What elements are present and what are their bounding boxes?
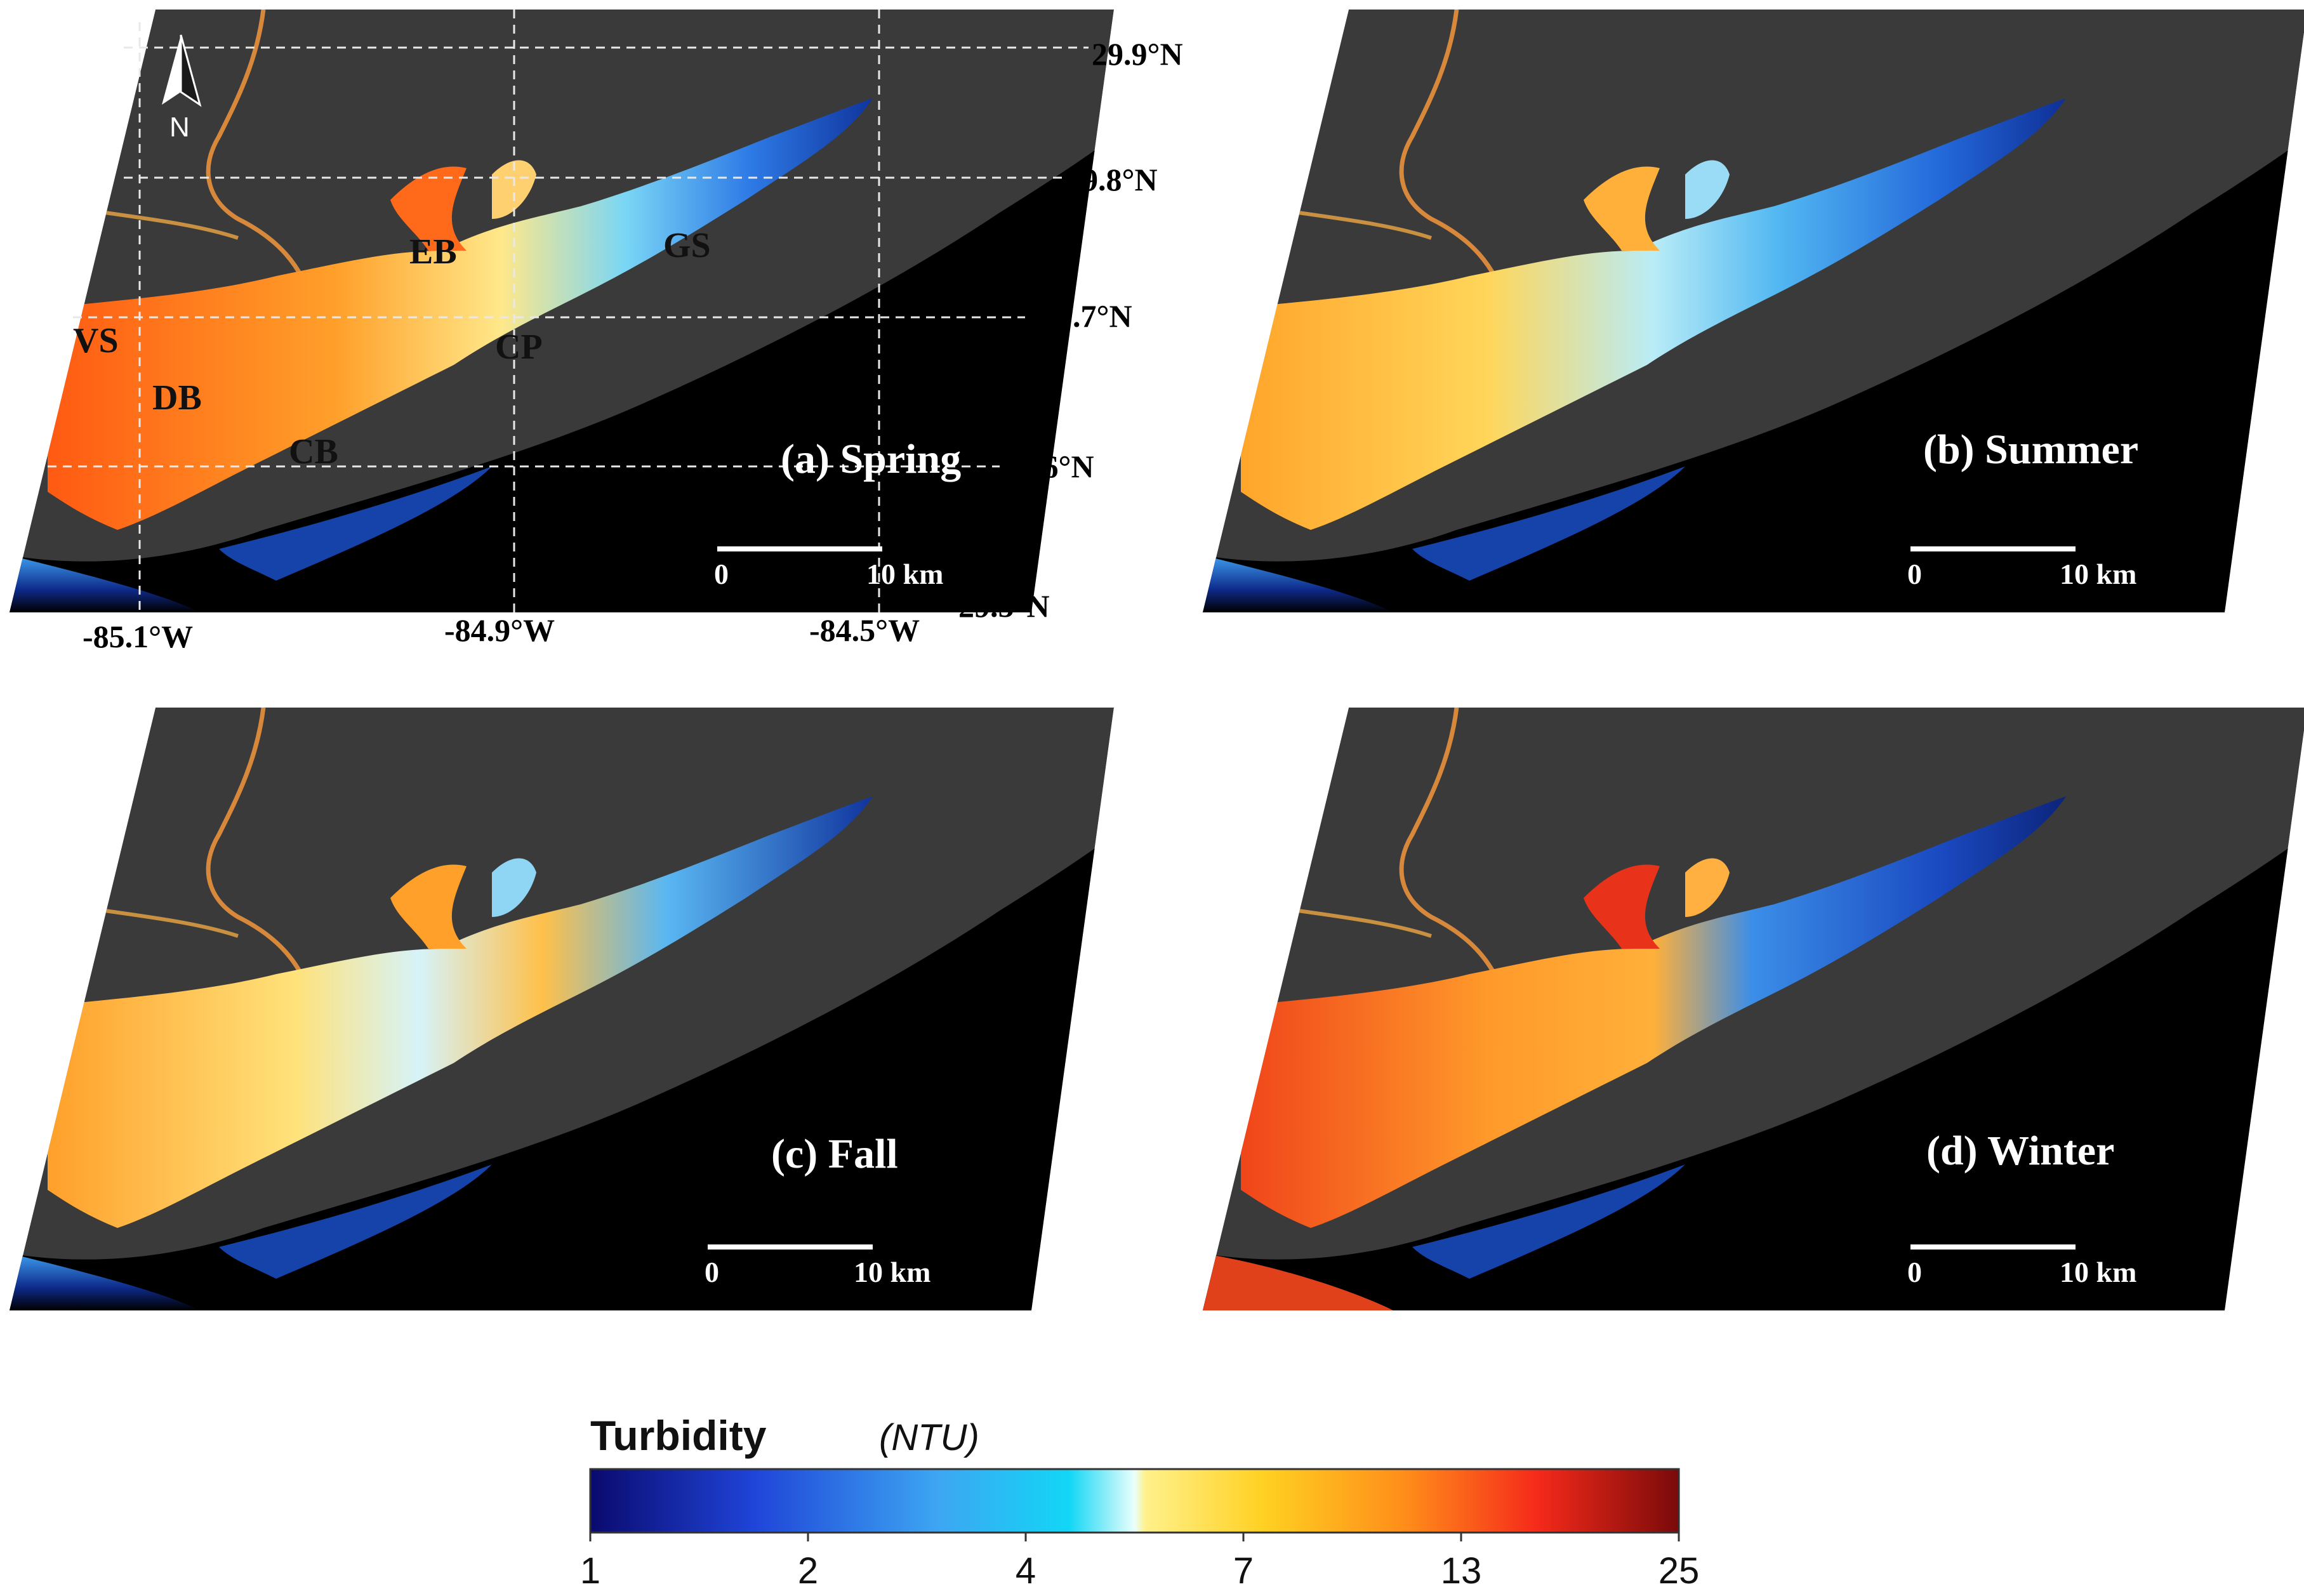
site-label-eb: EB bbox=[409, 232, 457, 272]
colorbar-ticks: 1 2 4 7 13 25 bbox=[580, 1533, 1699, 1592]
colorbar-tick-label: 2 bbox=[798, 1550, 818, 1592]
site-label-cp: CP bbox=[495, 327, 543, 367]
north-label: N bbox=[169, 112, 190, 143]
scale-start: 0 bbox=[705, 1256, 719, 1288]
scale-start: 0 bbox=[714, 558, 729, 590]
colorbar-tick-label: 7 bbox=[1233, 1550, 1254, 1592]
scale-start: 0 bbox=[1907, 1256, 1922, 1288]
lat-label-29-9: 29.9°N bbox=[1092, 36, 1183, 72]
scale-end: 10 km bbox=[2060, 1256, 2136, 1288]
scale-end: 10 km bbox=[866, 558, 943, 590]
scale-bar: 0 10 km bbox=[1907, 546, 2136, 590]
lon-label-84-5: -84.5°W bbox=[809, 612, 920, 648]
lat-label-29-6: 29.6°N bbox=[1003, 449, 1094, 484]
panel-fall: (c) Fall 0 10 km bbox=[10, 708, 1114, 1310]
lon-label-85-1: -85.1°W bbox=[83, 619, 193, 654]
panel-label-winter: (d) Winter bbox=[1926, 1128, 2114, 1174]
colorbar-tick-label: 25 bbox=[1658, 1550, 1700, 1592]
panel-summer: (b) Summer 0 10 km bbox=[1203, 10, 2304, 612]
scale-end: 10 km bbox=[2060, 558, 2136, 590]
panel-spring: N VS DB EB CP GS CB (a) Spring 0 10 km bbox=[10, 10, 1114, 612]
lat-label-29-5: 29.5°N bbox=[958, 588, 1050, 624]
site-label-cb: CB bbox=[289, 432, 338, 472]
colorbar-gradient bbox=[589, 1468, 1680, 1534]
site-label-gs: GS bbox=[663, 226, 711, 265]
lon-label-84-9: -84.9°W bbox=[444, 612, 555, 648]
panel-label-spring: (a) Spring bbox=[781, 436, 961, 482]
colorbar-unit: (NTU) bbox=[879, 1417, 979, 1458]
north-arrow-icon: N bbox=[162, 34, 202, 143]
coordinate-labels: 29.9°N 29.8°N 29.7°N 29.6°N 29.5°N -85.1… bbox=[83, 36, 1183, 654]
colorbar-title: Turbidity bbox=[590, 1412, 767, 1459]
lat-label-29-8: 29.8°N bbox=[1066, 162, 1158, 197]
graticule bbox=[48, 10, 1089, 612]
colorbar-tick-label: 4 bbox=[1016, 1550, 1036, 1592]
colorbar: Turbidity (NTU) 1 2 4 7 13 25 bbox=[580, 1412, 1699, 1592]
panel-winter: (d) Winter 0 10 km bbox=[1203, 708, 2304, 1310]
scale-end: 10 km bbox=[854, 1256, 930, 1288]
lat-label-29-7: 29.7°N bbox=[1041, 298, 1132, 334]
colorbar-tick-label: 13 bbox=[1441, 1550, 1482, 1592]
scale-bar: 0 10 km bbox=[1907, 1244, 2136, 1288]
scale-start: 0 bbox=[1907, 558, 1922, 590]
scale-bar: 0 10 km bbox=[705, 1244, 930, 1288]
site-label-db: DB bbox=[152, 378, 202, 418]
scale-bar: 0 10 km bbox=[714, 546, 943, 590]
colorbar-tick-label: 1 bbox=[580, 1550, 600, 1592]
panel-label-summer: (b) Summer bbox=[1923, 426, 2138, 473]
panel-label-fall: (c) Fall bbox=[771, 1131, 898, 1177]
site-label-vs: VS bbox=[73, 321, 119, 360]
